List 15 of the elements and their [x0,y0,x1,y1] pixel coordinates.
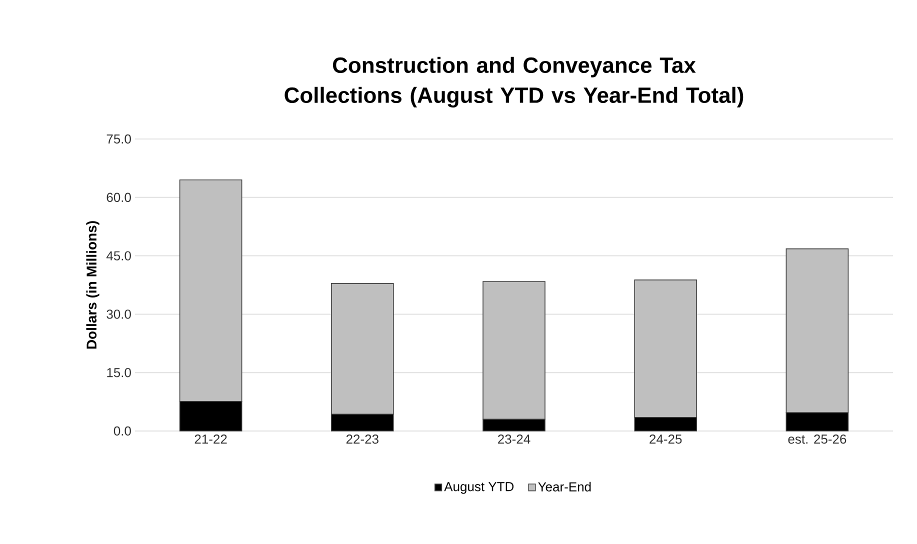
y-tick-label: 15.0 [107,368,131,378]
chart-title: Construction and Conveyance Tax Collections (August YTD vs Year-End Total) [284,56,744,108]
x-tick-label: 24-25 [650,434,682,444]
legend-label: Year-End [538,482,591,492]
y-tick-label: 30.0 [106,310,131,319]
y-tick-label: 45.0 [106,251,131,260]
legend-label: August YTD [444,482,514,494]
y-tick-label: 75.0 [106,134,131,144]
x-tick-label: est. 25-26 [788,434,846,444]
x-tick-label: 22-23 [346,434,378,444]
y-axis-title: Dollars (in Millions) [86,221,100,349]
x-tick-label: 23-24 [498,434,530,444]
y-tick-label: 0.0 [114,426,131,436]
y-tick-label: 60.0 [106,192,131,202]
x-tick-label: 21-22 [194,434,227,444]
